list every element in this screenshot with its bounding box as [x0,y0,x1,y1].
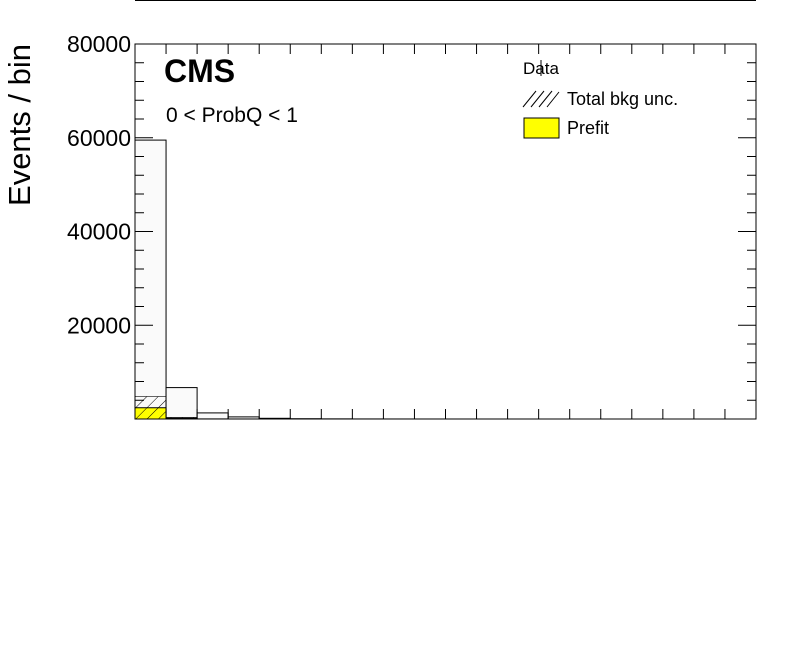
data-bar [134,139,167,420]
legend-unc-label: Total bkg unc. [567,89,678,109]
region-label: 0 < ProbQ < 1 [166,104,298,127]
plot-frame [134,43,757,420]
y-tick-label: 60000 [67,125,131,151]
data-bar [165,387,198,420]
data-bar [196,412,229,420]
legend-prefit-label: Prefit [567,118,609,138]
legend: Data Total bkg unc. Prefit [522,59,678,139]
y-tick-label: 20000 [67,312,131,338]
legend-prefit-swatch [523,117,560,139]
axes-layer: 20000 40000 60000 80000 [67,31,756,419]
y-tick-label: 40000 [67,219,131,245]
bars-layer [134,139,602,420]
legend-unc-swatch [522,90,560,108]
cms-label: CMS [164,53,235,89]
y-tick-label: 80000 [67,31,131,57]
legend-data-label: Data [523,59,559,78]
y-axis-label: Events / bin [2,44,37,206]
